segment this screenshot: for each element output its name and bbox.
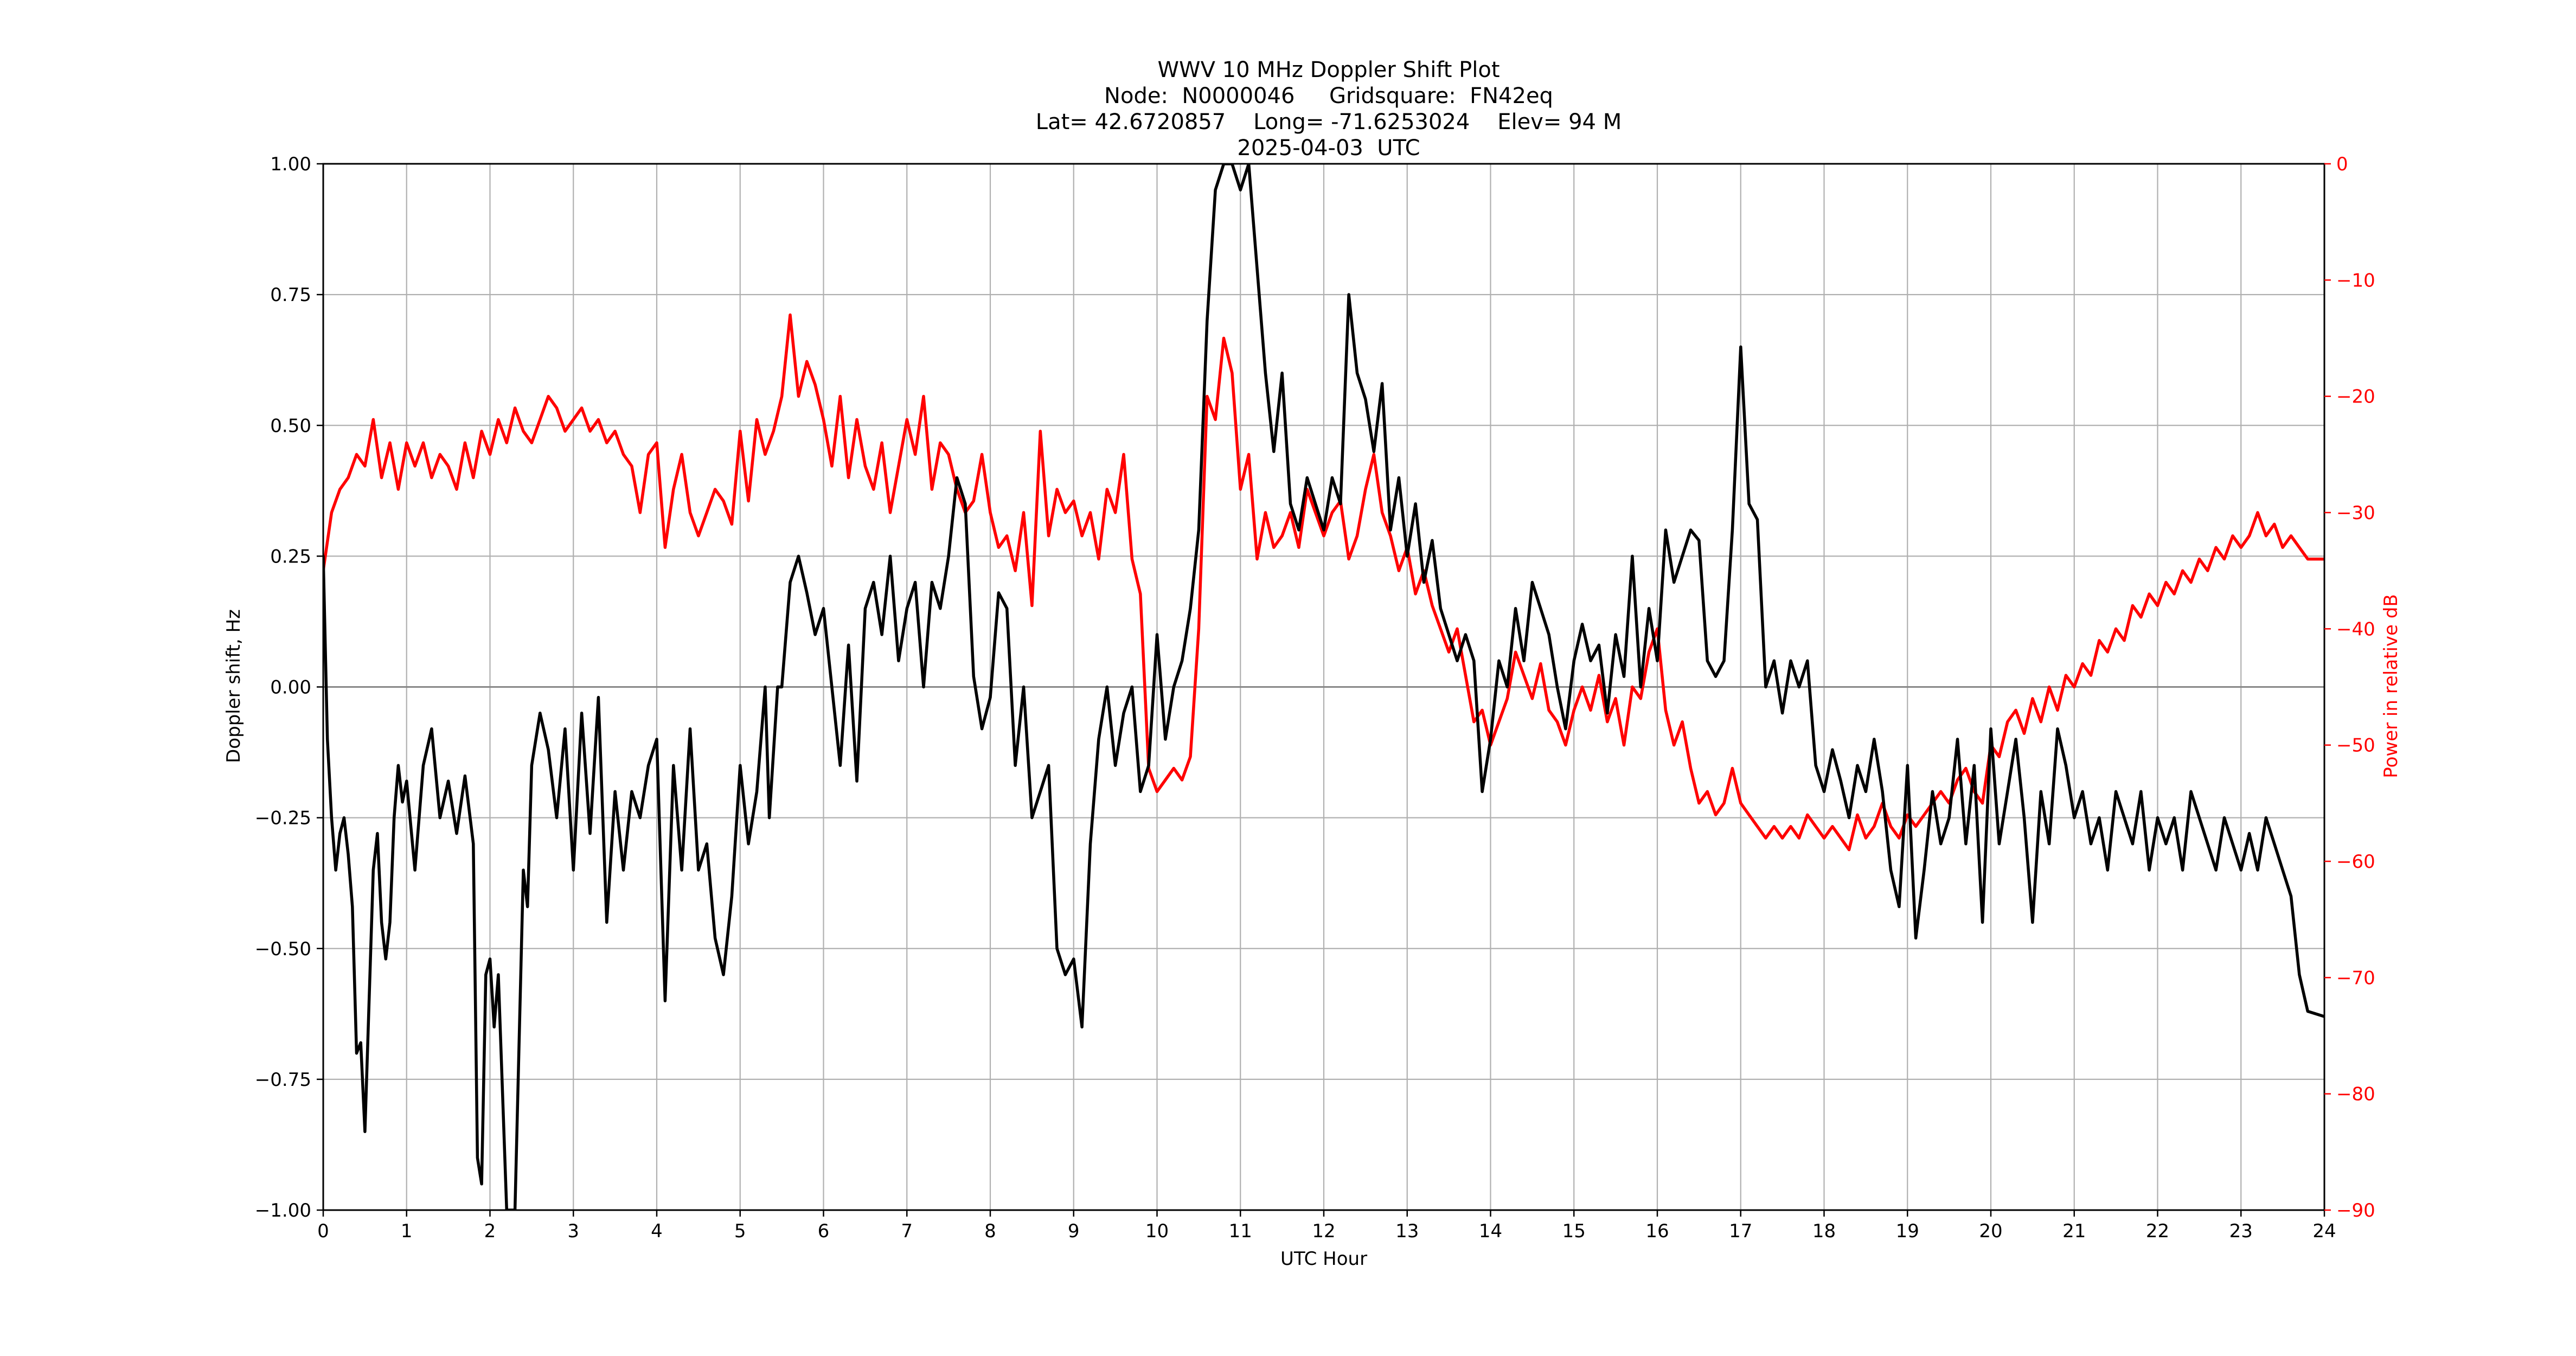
- y2-tick-label: −80: [2336, 1084, 2375, 1105]
- x-tick-label: 20: [1979, 1220, 2002, 1242]
- x-tick-label: 2: [484, 1220, 496, 1242]
- x-tick-label: 11: [1229, 1220, 1252, 1242]
- x-tick-label: 3: [567, 1220, 579, 1242]
- title-line-2: Node: N0000046 Gridsquare: FN42eq: [1104, 84, 1553, 108]
- y2-tick-label: −50: [2336, 735, 2375, 757]
- x-tick-label: 0: [317, 1220, 329, 1242]
- x-tick-label: 6: [818, 1220, 830, 1242]
- y-tick-label: 0.75: [270, 284, 311, 306]
- y2-tick-label: −70: [2336, 967, 2375, 989]
- x-tick-label: 21: [2062, 1220, 2086, 1242]
- x-tick-label: 13: [1395, 1220, 1419, 1242]
- series-layer: [323, 164, 2324, 1210]
- y2-tick-label: −60: [2336, 851, 2375, 873]
- x-tick-label: 18: [1812, 1220, 1836, 1242]
- x-tick-label: 9: [1068, 1220, 1080, 1242]
- x-tick-label: 22: [2146, 1220, 2169, 1242]
- x-tick-label: 16: [1645, 1220, 1669, 1242]
- y2-tick-label: −30: [2336, 502, 2375, 524]
- y2-tick-label: −40: [2336, 618, 2375, 640]
- x-tick-label: 23: [2229, 1220, 2253, 1242]
- y-axis-right: 0 −10 −20 −30 −40 −50 −60 −70 −80 −90: [2324, 153, 2375, 1221]
- y-tick-label: −0.50: [255, 938, 311, 960]
- x-tick-label: 8: [984, 1220, 996, 1242]
- x-tick-label: 17: [1729, 1220, 1752, 1242]
- y2-axis-label: Power in relative dB: [2380, 594, 2402, 778]
- y-tick-label: −0.25: [255, 808, 311, 829]
- doppler-series-line: [323, 164, 2324, 1210]
- title-line-3: Lat= 42.6720857 Long= -71.6253024 Elev= …: [1036, 110, 1622, 135]
- y-tick-label: 0.25: [270, 546, 311, 567]
- y-tick-label: −1.00: [255, 1200, 311, 1221]
- x-tick-label: 14: [1479, 1220, 1502, 1242]
- title-line-4: 2025-04-03 UTC: [1237, 136, 1420, 161]
- x-tick-label: 7: [901, 1220, 913, 1242]
- x-tick-label: 1: [401, 1220, 413, 1242]
- x-tick-label: 4: [651, 1220, 663, 1242]
- x-tick-label: 24: [2312, 1220, 2336, 1242]
- x-tick-label: 15: [1562, 1220, 1586, 1242]
- y-tick-label: 1.00: [270, 153, 311, 175]
- y2-tick-label: −90: [2336, 1200, 2375, 1221]
- chart-title: WWV 10 MHz Doppler Shift Plot Node: N000…: [1036, 57, 1622, 161]
- y2-tick-label: −10: [2336, 270, 2375, 291]
- x-axis-label: UTC Hour: [1280, 1248, 1367, 1270]
- power-series-line: [323, 313, 2324, 852]
- y-axis-label: Doppler shift, Hz: [223, 609, 245, 763]
- y-axis-left: 1.00 0.75 0.50 0.25 0.00 −0.25 −0.50 −0.75 −1.00: [255, 153, 323, 1221]
- title-line-1: WWV 10 MHz Doppler Shift Plot: [1157, 57, 1500, 82]
- x-tick-label: 19: [1896, 1220, 1919, 1242]
- x-tick-label: 10: [1145, 1220, 1169, 1242]
- y2-tick-label: −20: [2336, 386, 2375, 408]
- y-tick-label: 0.50: [270, 415, 311, 437]
- y2-tick-label: 0: [2336, 153, 2348, 175]
- x-tick-label: 5: [734, 1220, 746, 1242]
- y-tick-label: −0.75: [255, 1069, 311, 1091]
- y-tick-label: 0.00: [270, 677, 311, 699]
- x-axis: 0 1 2 3 4 5 6 7 8 9 10 11 12 13 14 15 16 17 18 19 20 21 22 23 24: [317, 1210, 2336, 1242]
- x-tick-label: 12: [1312, 1220, 1335, 1242]
